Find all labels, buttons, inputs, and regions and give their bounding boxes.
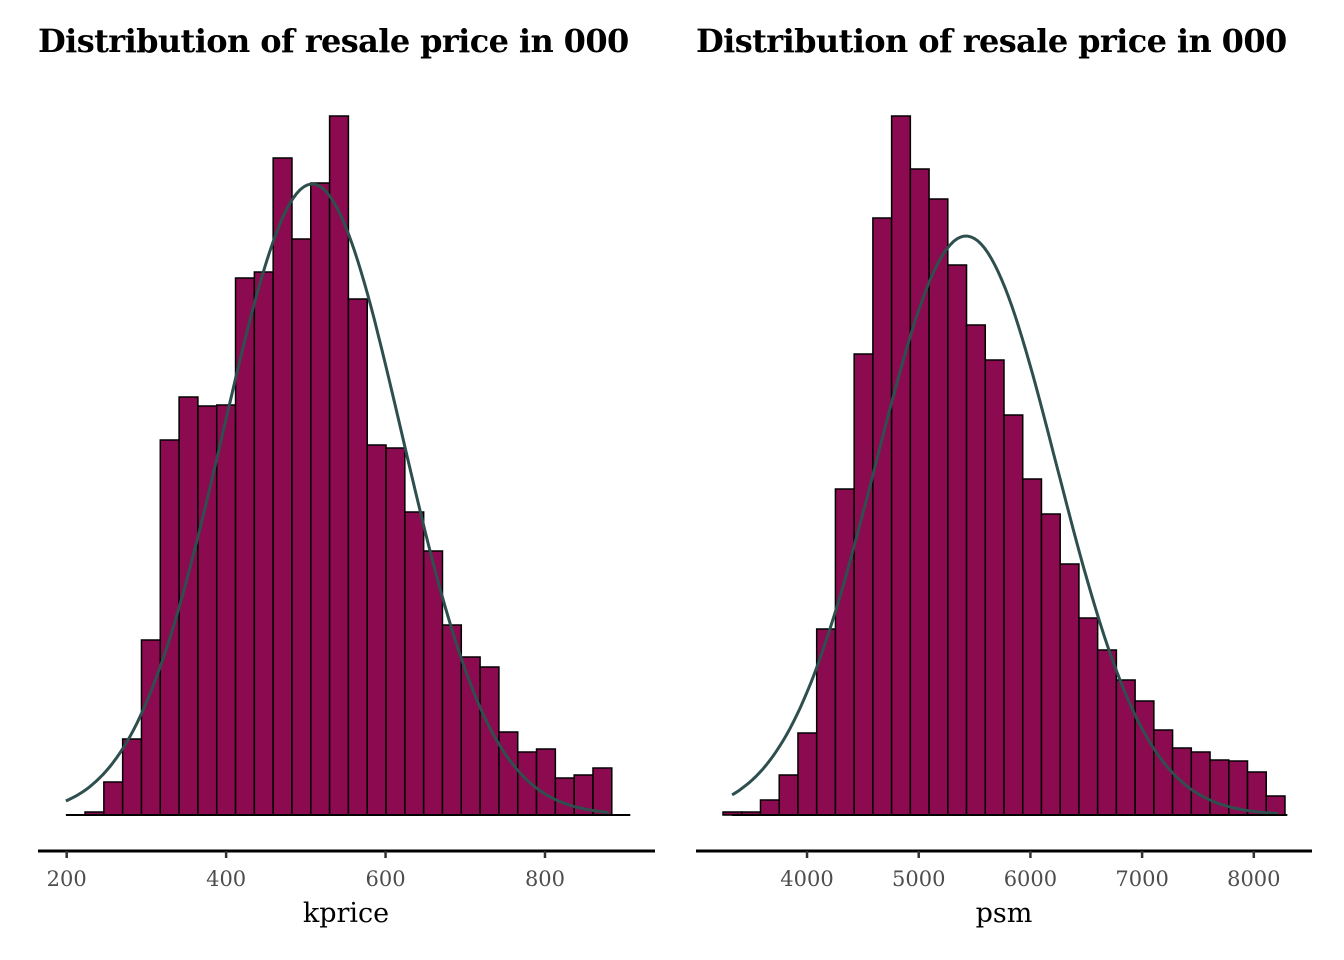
- histogram-bar: [1078, 617, 1099, 816]
- histogram-bar: [1153, 729, 1174, 816]
- histogram-bar: [797, 732, 818, 816]
- x-tick-label: 4000: [780, 867, 833, 891]
- histogram-bar: [498, 731, 519, 816]
- histogram-bar: [984, 359, 1005, 816]
- histogram-bar: [778, 774, 799, 816]
- histogram-panel-psm: Distribution of resale price in 000 4000…: [672, 0, 1344, 960]
- histogram-bar: [554, 777, 575, 816]
- histogram-bar: [759, 799, 780, 816]
- x-tick-label: 8000: [1227, 867, 1280, 891]
- histogram-bar: [121, 738, 143, 816]
- chart-kprice: 200 400 600 800 kprice: [38, 115, 655, 929]
- histogram-bar: [909, 168, 930, 816]
- histogram-bar: [159, 439, 180, 816]
- x-axis-title: kprice: [303, 898, 389, 929]
- histogram-bar: [366, 444, 387, 816]
- x-tick-label: 800: [525, 867, 565, 891]
- histogram-bar: [1040, 513, 1061, 816]
- histogram-bar: [404, 511, 425, 816]
- chart-title: Distribution of resale price in 000: [38, 22, 629, 60]
- histogram-bar: [834, 488, 855, 816]
- histogram-bar: [291, 238, 312, 816]
- chart-psm: 4000 5000 6000 7000 8000 psm: [696, 115, 1312, 929]
- density-curve: [731, 234, 1279, 815]
- density-curve: [65, 182, 609, 814]
- x-tick-label: 5000: [892, 867, 945, 891]
- histogram-bar: [1246, 771, 1267, 816]
- histogram-bar: [535, 748, 557, 816]
- histogram-bar: [310, 182, 331, 816]
- x-axis-ticks: 4000 5000 6000 7000 8000: [780, 851, 1281, 891]
- histogram-bar: [947, 264, 968, 816]
- histogram-bar: [872, 217, 893, 816]
- chart-title: Distribution of resale price in 000: [696, 22, 1287, 60]
- histogram-bar: [103, 781, 124, 816]
- histogram-bar: [234, 277, 256, 816]
- histogram-bar: [1003, 414, 1024, 816]
- histogram-bar: [1021, 478, 1043, 816]
- x-tick-label: 200: [47, 867, 87, 891]
- histogram-bar: [347, 298, 368, 816]
- histogram-bar: [928, 198, 949, 816]
- histogram-bar: [1190, 751, 1211, 816]
- histogram-bar: [592, 767, 613, 816]
- histogram-bar: [516, 751, 538, 816]
- histogram-bar: [890, 115, 912, 816]
- histogram-bar: [1059, 563, 1080, 816]
- x-tick-label: 600: [366, 867, 406, 891]
- x-tick-label: 7000: [1115, 867, 1168, 891]
- bars-group: [722, 115, 1286, 816]
- histogram-bar: [965, 324, 987, 816]
- histogram-bar: [178, 396, 199, 816]
- histogram-bar: [328, 115, 350, 816]
- histogram-bar: [272, 157, 293, 816]
- histogram-panel-kprice: Distribution of resale price in 000 200 4…: [38, 22, 655, 929]
- histogram-bar: [1115, 679, 1136, 816]
- x-axis-ticks: 200 400 600 800: [47, 851, 565, 891]
- histogram-bar: [253, 271, 274, 816]
- histogram-bar: [215, 404, 237, 816]
- histogram-bar: [385, 447, 406, 816]
- x-axis-title: psm: [976, 898, 1033, 929]
- histogram-bar: [140, 639, 162, 816]
- x-tick-label: 400: [206, 867, 246, 891]
- x-tick-label: 6000: [1004, 867, 1057, 891]
- histogram-bar: [853, 353, 874, 816]
- bars-group: [84, 115, 613, 816]
- histogram-bar: [1096, 649, 1118, 816]
